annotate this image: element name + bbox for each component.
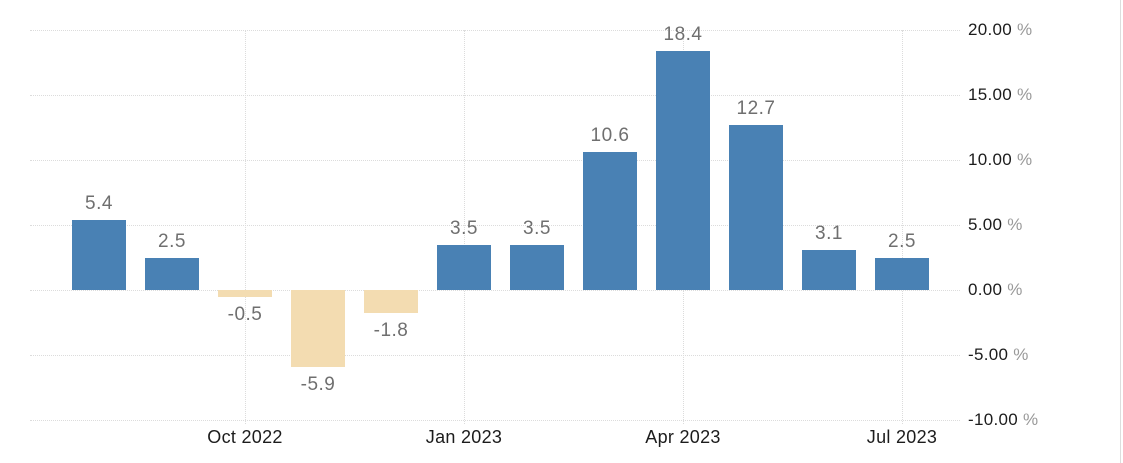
bar[interactable]: [291, 290, 345, 367]
y-tick-label: 5.00%: [968, 214, 1023, 236]
bar[interactable]: [656, 50, 710, 290]
gridline-horizontal: [30, 160, 960, 161]
y-tick-value: 15.00: [968, 85, 1013, 104]
bar-value-label: 3.1: [815, 222, 843, 244]
x-tick-label: Jan 2023: [425, 427, 503, 447]
gridline-horizontal: [30, 290, 960, 291]
gridline-horizontal: [30, 225, 960, 226]
bar[interactable]: [510, 244, 564, 290]
y-tick-label: 0.00%: [968, 279, 1023, 301]
bar[interactable]: [437, 244, 491, 290]
gridline-horizontal: [30, 355, 960, 356]
bar-value-label: -5.9: [300, 373, 336, 395]
y-tick-value: 20.00: [968, 20, 1013, 39]
bar-value-label: 12.7: [736, 97, 776, 119]
y-tick-percent-sign: %: [1017, 85, 1033, 104]
y-tick-label: 15.00%: [968, 84, 1032, 106]
gridline-horizontal: [30, 30, 960, 31]
gridline-horizontal: [30, 95, 960, 96]
bar-value-label: 2.5: [158, 230, 186, 252]
y-tick-value: -5.00: [968, 345, 1009, 364]
y-tick-label: 20.00%: [968, 19, 1032, 41]
gridline-horizontal: [30, 420, 960, 421]
y-tick-value: 10.00: [968, 150, 1013, 169]
y-tick-percent-sign: %: [1007, 215, 1023, 234]
bar[interactable]: [802, 249, 856, 290]
bar[interactable]: [218, 290, 272, 297]
gridline-vertical: [902, 30, 903, 424]
bar-value-label: 3.5: [450, 217, 478, 239]
gridline-vertical: [464, 30, 465, 424]
y-tick-percent-sign: %: [1017, 150, 1033, 169]
bar[interactable]: [729, 124, 783, 290]
bar-value-label: -1.8: [373, 320, 409, 342]
gridline-vertical: [245, 30, 246, 424]
bar[interactable]: [72, 219, 126, 290]
y-tick-label: 10.00%: [968, 149, 1032, 171]
y-tick-percent-sign: %: [1013, 345, 1029, 364]
x-tick-label: Oct 2022: [207, 427, 283, 447]
y-tick-value: 0.00: [968, 280, 1003, 299]
y-tick-percent-sign: %: [1023, 410, 1039, 429]
x-tick-label: Jul 2023: [866, 427, 938, 447]
bar[interactable]: [583, 152, 637, 290]
x-tick-label: Apr 2023: [645, 427, 721, 447]
bar[interactable]: [145, 257, 199, 290]
y-tick-label: -5.00%: [968, 344, 1029, 366]
y-tick-label: -10.00%: [968, 409, 1038, 431]
bar-value-label: 5.4: [85, 192, 113, 214]
y-tick-value: -10.00: [968, 410, 1019, 429]
bar-value-label: 2.5: [888, 230, 916, 252]
bar-value-label: 10.6: [590, 125, 630, 147]
bar[interactable]: [364, 290, 418, 314]
y-tick-value: 5.00: [968, 215, 1003, 234]
bar-value-label: 18.4: [663, 23, 703, 45]
y-tick-percent-sign: %: [1017, 20, 1033, 39]
bar-value-label: 3.5: [523, 217, 551, 239]
bar-value-label: -0.5: [227, 303, 263, 325]
bar[interactable]: [875, 257, 929, 290]
y-tick-percent-sign: %: [1007, 280, 1023, 299]
chart-right-border: [1120, 0, 1121, 463]
